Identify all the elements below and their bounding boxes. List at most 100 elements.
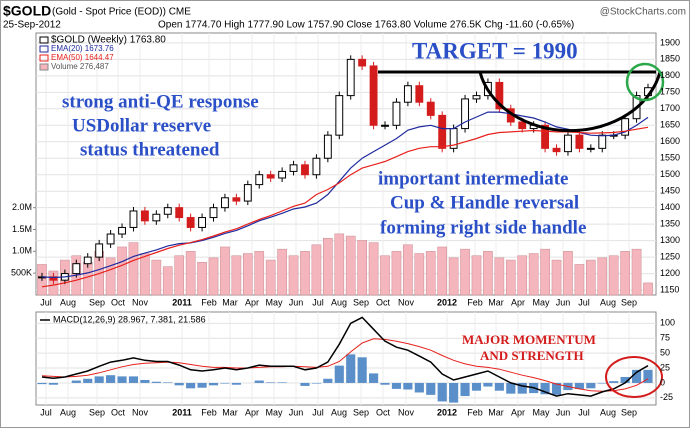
y-tick-label: 1200 xyxy=(660,268,680,278)
candle xyxy=(118,226,126,235)
annotation: MAJOR MOMENTUM xyxy=(462,332,596,347)
legend-label: EMA(20) 1673.76 xyxy=(51,44,114,53)
histogram-bar xyxy=(163,382,173,383)
y2-tick-label: -25 xyxy=(660,392,673,402)
candle xyxy=(392,101,401,126)
line xyxy=(41,111,649,279)
volume-bar xyxy=(208,257,219,296)
volume-bar xyxy=(151,259,162,296)
candle xyxy=(129,210,138,228)
histogram-bar xyxy=(369,373,379,383)
legend-swatch xyxy=(39,36,49,44)
volume-bar xyxy=(414,253,425,296)
histogram-bar xyxy=(323,378,333,383)
volume-bar xyxy=(517,255,528,296)
x-tick-label: Nov xyxy=(398,297,415,307)
x-tick-label: Aug xyxy=(600,407,616,417)
handle-circle xyxy=(625,62,665,102)
x-tick-label: Jul xyxy=(312,297,324,307)
histogram-bar xyxy=(517,382,527,394)
y-tick-label: 1900 xyxy=(660,37,680,47)
x-tick-label: Sep xyxy=(621,297,637,307)
candle xyxy=(278,170,287,179)
candle xyxy=(289,164,298,172)
legend-label: Volume 276,487 xyxy=(51,62,109,71)
y-tick-label: 1350 xyxy=(660,219,680,229)
annotation: TARGET = 1990 xyxy=(412,38,578,63)
y-tick-label: 1750 xyxy=(660,87,680,97)
histogram-bar xyxy=(231,382,241,385)
x-tick-label: Apr xyxy=(511,407,525,417)
x-tick-label: Mar xyxy=(488,407,504,417)
volume-bar xyxy=(254,251,265,296)
volume-bar xyxy=(540,248,550,296)
candle xyxy=(586,147,595,150)
quote: Open 1774.70 High 1777.90 Low 1757.90 Cl… xyxy=(158,20,574,31)
x-tick-label: Nov xyxy=(132,407,149,417)
histogram-bar xyxy=(197,382,207,388)
y-tick-label: 1400 xyxy=(660,202,680,212)
x-tick-label: May xyxy=(532,297,550,307)
volume-bar xyxy=(311,244,322,296)
candle xyxy=(301,164,309,176)
x-tick-label: Feb xyxy=(201,297,217,307)
histogram-bar xyxy=(117,376,127,383)
x-tick-label: May xyxy=(532,407,550,417)
x-tick-label: Jun xyxy=(289,297,304,307)
y-tick-label: 1800 xyxy=(660,70,680,80)
volume-bar xyxy=(368,242,379,296)
candle xyxy=(83,256,92,265)
momentum-ellipse xyxy=(605,356,663,398)
volume-bar xyxy=(608,255,619,296)
x-tick-label: Sep xyxy=(621,407,637,417)
volume-bar xyxy=(323,237,333,296)
histogram-bar xyxy=(551,382,562,395)
histogram-bar xyxy=(437,382,447,402)
volume-bar xyxy=(391,251,402,296)
volume-bar xyxy=(551,259,562,296)
chart-title: $GOLD xyxy=(3,3,51,19)
histogram-bar xyxy=(106,375,116,383)
candle xyxy=(198,217,207,228)
candle xyxy=(186,217,195,228)
histogram-bar xyxy=(506,382,516,394)
candle xyxy=(72,263,81,275)
x-tick-label: Aug xyxy=(60,297,76,307)
volume-bar xyxy=(174,255,185,296)
volume-bar xyxy=(437,246,448,296)
histogram-bar xyxy=(277,382,287,383)
candle xyxy=(621,118,630,136)
candle xyxy=(518,121,527,130)
candle xyxy=(95,243,104,258)
annotation: important intermediate xyxy=(378,168,568,189)
x-tick-label: Jul xyxy=(578,297,590,307)
x-tick-label: Sep xyxy=(353,407,369,417)
volume-bar xyxy=(448,257,459,296)
histogram-bar xyxy=(140,379,150,383)
x-tick-label: Jun xyxy=(556,297,571,307)
candle xyxy=(564,134,572,153)
x-tick-label: Feb xyxy=(467,297,483,307)
histogram-bar xyxy=(48,382,59,385)
y2-tick-label: 0 xyxy=(660,377,665,387)
candle xyxy=(232,197,241,202)
date: 25-Sep-2012 xyxy=(3,20,61,31)
histogram-bar xyxy=(94,376,104,383)
x-tick-label: Aug xyxy=(60,407,76,417)
x-tick-label: Mar xyxy=(222,407,238,417)
y-tick-label: 1600 xyxy=(660,136,680,146)
volume-bar xyxy=(220,246,230,296)
candle xyxy=(552,147,561,153)
candle xyxy=(163,207,172,215)
x-tick-label: Feb xyxy=(467,407,483,417)
histogram-bar xyxy=(414,382,424,393)
candle xyxy=(49,276,58,281)
x-tick-label: May xyxy=(265,297,283,307)
volume-bar xyxy=(380,255,390,296)
x-tick-label: Mar xyxy=(488,297,504,307)
x-tick-label: Sep xyxy=(353,297,369,307)
x-tick-label: Apr xyxy=(245,297,259,307)
volume-bar xyxy=(334,233,345,296)
x-tick-label: Sep xyxy=(89,407,105,417)
